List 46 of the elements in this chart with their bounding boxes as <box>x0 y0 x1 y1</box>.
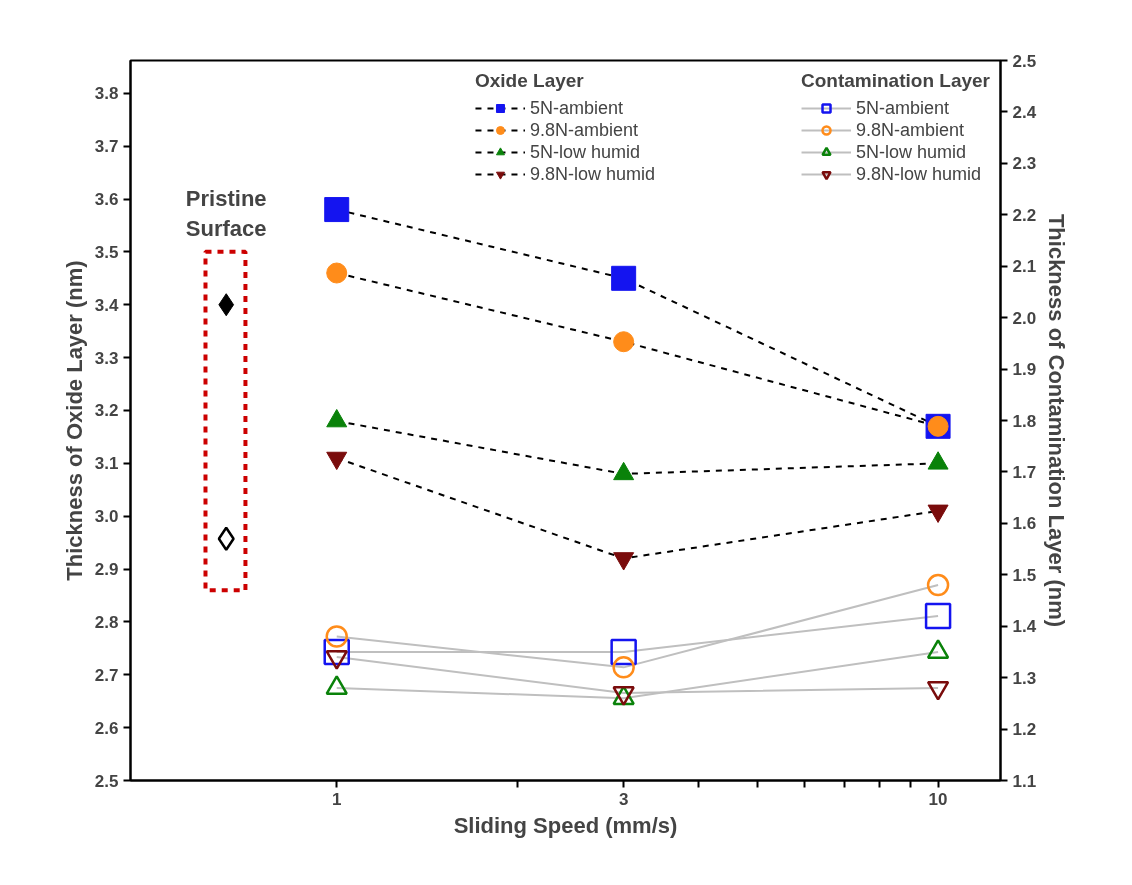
y2-tick-label: 1.4 <box>1012 617 1037 637</box>
y2-tick-label: 2.1 <box>1012 257 1037 277</box>
legend-label: 5N-low humid <box>856 141 967 163</box>
y2-tick-label: 1.6 <box>1012 514 1037 534</box>
y-tick-label: 3.5 <box>94 242 119 262</box>
text: Oxide Layer <box>474 70 584 91</box>
y-tick-label: 2.9 <box>94 560 119 580</box>
y-tick-label: 3.7 <box>94 137 119 157</box>
y-tick-label: 3.3 <box>94 348 119 368</box>
x-axis-title: Sliding Speed (mm/s) <box>453 812 678 838</box>
legend-label: 9.8N-low humid <box>529 163 656 185</box>
y2-tick-label: 2.4 <box>1012 102 1037 122</box>
y-tick-label: 3.4 <box>94 295 120 315</box>
y2-tick-label: 1.9 <box>1012 360 1037 380</box>
y2-tick-label: 1.3 <box>1012 668 1037 688</box>
legend-label: 5N-ambient <box>856 97 950 119</box>
legend-label: 9.8N-ambient <box>529 119 639 141</box>
y2-tick-label: 1.2 <box>1012 720 1037 740</box>
y-tick-label: 3.6 <box>94 190 119 209</box>
annotation: Pristine Surface <box>185 185 267 241</box>
y2-tick-label: 2.5 <box>1012 51 1037 71</box>
x-tick-label: 10 <box>928 789 948 809</box>
x-tick-label: 1 <box>332 789 342 809</box>
y-axis-title: Thickness of Oxide Layer (nm) <box>61 260 87 581</box>
y2-tick-label: 2.2 <box>1012 205 1037 225</box>
y-tick-label: 3.2 <box>94 401 119 421</box>
legend-label: 5N-low humid <box>529 141 641 163</box>
y-tick-label: 2.8 <box>94 612 119 632</box>
y2-tick-label: 2.3 <box>1012 154 1037 174</box>
y-tick-label: 3.0 <box>94 507 119 527</box>
y-tick-label: 3.8 <box>94 84 119 104</box>
x-tick-label: 3 <box>618 789 629 809</box>
y-tick-label: 3.1 <box>94 454 119 474</box>
y-tick-label: 2.5 <box>94 771 119 791</box>
y2-tick-label: 1.1 <box>1012 771 1037 791</box>
legend-label: 9.8N-ambient <box>856 119 965 141</box>
y2-tick-label: 1.5 <box>1012 565 1037 585</box>
legend-label: 9.8N-low humid <box>856 163 982 185</box>
y2-tick-label: 2.0 <box>1012 308 1037 328</box>
y2-tick-label: 1.8 <box>1012 411 1037 431</box>
y2-tick-label: 1.7 <box>1012 462 1037 482</box>
y2-axis-title: Thickness of Contamination Layer (nm) <box>1044 213 1070 628</box>
y-tick-label: 2.7 <box>94 665 119 685</box>
y-tick-label: 2.6 <box>94 718 119 738</box>
legend-label: 5N-ambient <box>529 97 624 119</box>
text: Contamination Layer <box>801 70 990 91</box>
